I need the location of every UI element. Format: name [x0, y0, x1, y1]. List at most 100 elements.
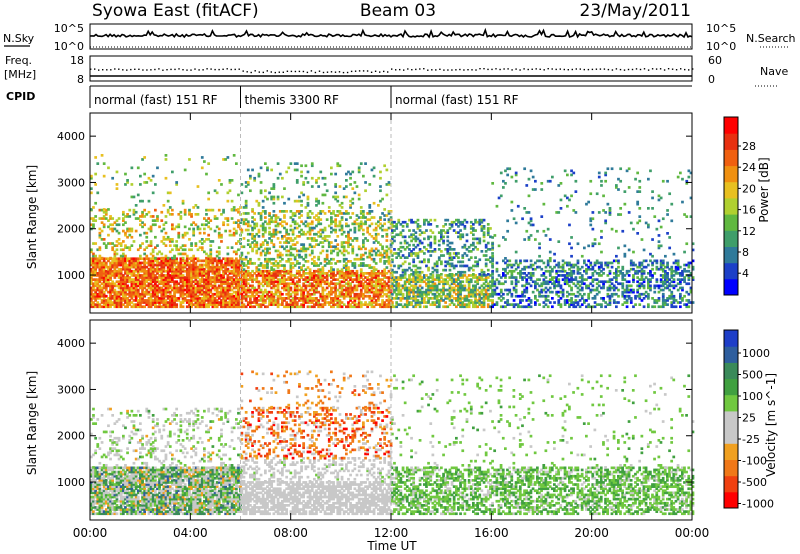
heatmap-cell — [342, 284, 346, 288]
heatmap-cell — [107, 265, 110, 269]
heatmap-cell — [452, 266, 456, 270]
heatmap-cell — [385, 260, 389, 263]
heatmap-cell — [317, 272, 321, 275]
heatmap-cell — [175, 305, 179, 309]
heatmap-cell — [287, 197, 291, 201]
freq-point — [322, 71, 325, 74]
heatmap-cell — [418, 241, 422, 245]
heatmap-cell — [104, 294, 108, 298]
heatmap-cell — [476, 264, 480, 268]
heatmap-cell — [325, 249, 329, 253]
heatmap-cell — [410, 273, 413, 276]
heatmap-cell — [467, 303, 471, 306]
heatmap-cell — [374, 272, 378, 275]
heatmap-cell — [278, 303, 282, 306]
heatmap-cell — [338, 282, 342, 286]
heatmap-cell — [149, 259, 153, 263]
heatmap-cell — [491, 248, 494, 251]
heatmap-cell — [251, 226, 254, 230]
heatmap-cell — [175, 265, 179, 269]
heatmap-cell — [98, 288, 102, 292]
heatmap-cell — [244, 201, 248, 205]
heatmap-cell — [486, 303, 490, 306]
heatmap-cell — [171, 303, 174, 306]
heatmap-cell — [132, 269, 136, 273]
heatmap-cell — [287, 249, 291, 253]
heatmap-cell — [300, 220, 303, 224]
heatmap-cell — [395, 292, 399, 296]
heatmap-cell — [440, 229, 443, 232]
freq-point — [663, 69, 666, 71]
heatmap-cell — [433, 262, 437, 266]
heatmap-cell — [156, 297, 159, 300]
heatmap-cell — [122, 263, 125, 267]
heatmap-cell — [185, 231, 189, 235]
heatmap-cell — [418, 284, 422, 288]
heatmap-cell — [319, 269, 323, 273]
heatmap-cell — [516, 280, 520, 284]
heatmap-cell — [92, 265, 95, 269]
heatmap-cell — [244, 222, 248, 226]
heatmap-cell — [401, 276, 405, 279]
heatmap-cell — [472, 292, 475, 296]
heatmap-cell — [98, 267, 102, 271]
heatmap-cell — [215, 278, 219, 281]
heatmap-cell — [381, 228, 384, 232]
heatmap-cell — [340, 280, 344, 284]
heatmap-cell — [364, 220, 367, 224]
heatmap-cell — [100, 217, 104, 220]
heatmap-cell — [317, 278, 321, 281]
heatmap-cell — [270, 195, 274, 199]
heatmap-cell — [435, 288, 439, 292]
heatmap-cell — [162, 292, 166, 296]
heatmap-cell — [293, 303, 297, 306]
heatmap-cell — [90, 174, 93, 178]
heatmap-cell — [342, 274, 346, 277]
heatmap-cell — [249, 297, 252, 300]
heatmap-cell — [291, 214, 295, 217]
heatmap-cell — [484, 288, 488, 292]
heatmap-cell — [113, 288, 117, 292]
heatmap-cell — [185, 276, 189, 279]
heatmap-cell — [298, 278, 301, 281]
heatmap-cell — [217, 301, 221, 304]
heatmap-cell — [399, 245, 403, 249]
heatmap-cell — [162, 261, 166, 265]
heatmap-cell — [370, 235, 374, 238]
heatmap-cell — [521, 284, 524, 288]
heatmap-cell — [102, 280, 106, 284]
heatmap-cell — [486, 284, 490, 288]
heatmap-cell — [317, 201, 321, 205]
heatmap-cell — [173, 244, 176, 247]
heatmap-cell — [420, 241, 424, 245]
heatmap-cell — [405, 256, 409, 259]
heatmap-cell — [188, 276, 191, 279]
heatmap-cell — [317, 212, 321, 215]
heatmap-cell — [171, 265, 174, 269]
heatmap-cell — [246, 260, 250, 263]
heatmap-cell — [491, 280, 494, 284]
heatmap-cell — [374, 251, 378, 255]
heatmap-cell — [115, 297, 119, 300]
heatmap-cell — [489, 292, 492, 296]
heatmap-cell — [92, 284, 95, 288]
heatmap-cell — [192, 233, 196, 237]
heatmap-cell — [416, 227, 420, 230]
heatmap-cell — [249, 262, 252, 265]
heatmap-cell — [310, 284, 314, 288]
heatmap-cell — [94, 280, 98, 284]
heatmap-cell — [109, 288, 112, 292]
heatmap-cell — [486, 233, 490, 237]
heatmap-cell — [362, 212, 365, 215]
heatmap-cell — [332, 269, 335, 273]
heatmap-cell — [274, 216, 278, 219]
heatmap-cell — [192, 274, 196, 277]
heatmap-cell — [408, 301, 411, 304]
heatmap-cell — [98, 274, 102, 277]
heatmap-cell — [209, 240, 213, 243]
heatmap-cell — [107, 166, 110, 170]
heatmap-cell — [166, 297, 170, 300]
heatmap-cell — [319, 297, 323, 300]
heatmap-cell — [514, 294, 518, 298]
heatmap-cell — [459, 297, 462, 300]
